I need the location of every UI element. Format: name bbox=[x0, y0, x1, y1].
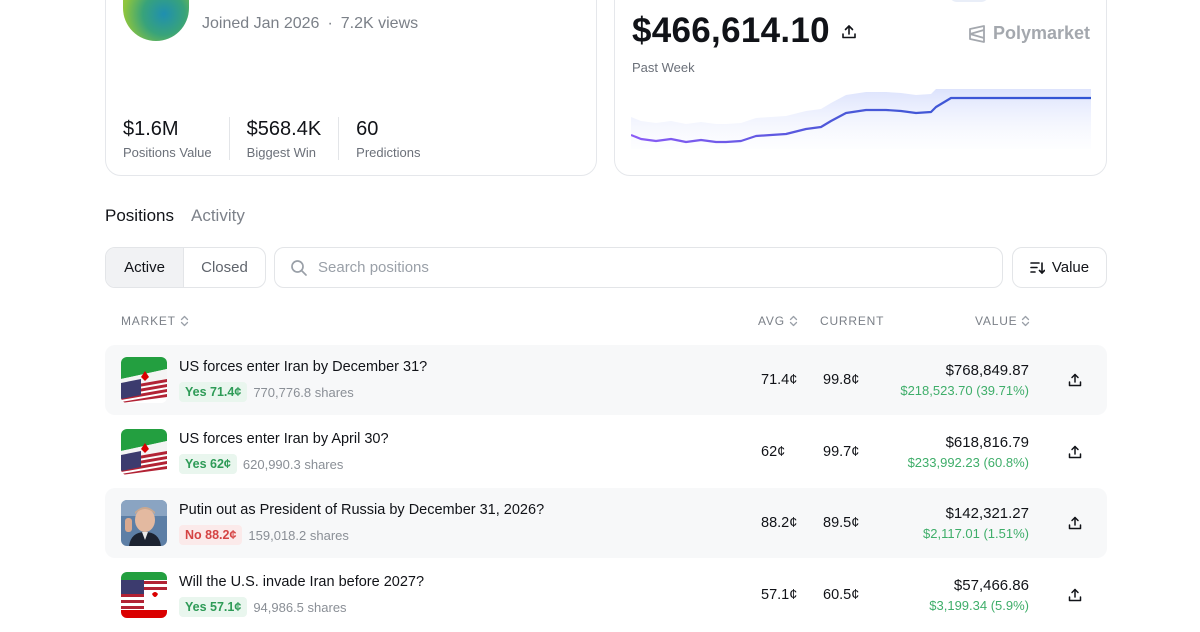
position-meta: No 88.2¢ 159,018.2 shares bbox=[179, 525, 349, 545]
stat-predictions: 60 Predictions bbox=[356, 117, 437, 160]
header-label: MARKET bbox=[121, 314, 176, 328]
market-title[interactable]: Will the U.S. invade Iran before 2027? bbox=[179, 574, 425, 590]
share-count: 770,776.8 shares bbox=[253, 384, 354, 400]
us-iran-flag-icon bbox=[121, 357, 167, 403]
avg-price: 57.1¢ bbox=[761, 587, 798, 603]
sort-label: Value bbox=[1051, 259, 1090, 276]
search-icon bbox=[291, 259, 307, 276]
sort-arrows-icon bbox=[180, 315, 188, 327]
position-meta: Yes 62¢ 620,990.3 shares bbox=[179, 454, 343, 474]
profile-card: Joined Jan 2026 · 7.2K views $1.6M Positio… bbox=[105, 0, 597, 176]
table-row[interactable]: US forces enter Iran by April 30? Yes 62… bbox=[105, 417, 1107, 487]
position-pnl: $218,523.70 (39.71%) bbox=[900, 383, 1029, 398]
status-toggle: Active Closed bbox=[105, 247, 266, 288]
position-value: $142,321.27 bbox=[945, 505, 1029, 522]
header-market[interactable]: MARKET bbox=[121, 314, 189, 328]
stat-biggest-win: $568.4K Biggest Win bbox=[247, 117, 340, 160]
position-pnl: $233,992.23 (60.8%) bbox=[907, 455, 1029, 470]
position-value: $768,849.87 bbox=[945, 362, 1029, 379]
header-value[interactable]: VALUE bbox=[975, 314, 1030, 328]
outcome-badge: No 88.2¢ bbox=[179, 525, 243, 545]
header-label: AVG bbox=[758, 314, 785, 328]
position-value: $618,816.79 bbox=[945, 434, 1029, 451]
polymarket-logo-icon bbox=[969, 24, 985, 43]
avg-price: 62¢ bbox=[761, 444, 786, 460]
share-icon[interactable] bbox=[1067, 587, 1083, 603]
share-icon[interactable] bbox=[1067, 444, 1083, 460]
table-row[interactable]: US forces enter Iran by December 31? Yes… bbox=[105, 345, 1107, 415]
position-meta: Yes 57.1¢ 94,986.5 shares bbox=[179, 597, 347, 617]
joined-date: Joined Jan 2026 bbox=[202, 15, 320, 32]
share-icon[interactable] bbox=[840, 23, 858, 41]
putin-photo-icon bbox=[121, 500, 167, 546]
avg-price: 88.2¢ bbox=[761, 515, 798, 531]
tab-activity[interactable]: Activity bbox=[190, 206, 245, 225]
table-row[interactable]: Will the U.S. invade Iran before 2027? Y… bbox=[105, 560, 1107, 630]
outcome-badge: Yes 57.1¢ bbox=[179, 597, 248, 617]
stat-value: 60 bbox=[356, 118, 379, 140]
share-icon[interactable] bbox=[1067, 515, 1083, 531]
closed-toggle-button[interactable]: Closed bbox=[201, 259, 248, 276]
share-count: 620,990.3 shares bbox=[242, 456, 344, 472]
stat-positions-value: $1.6M Positions Value bbox=[123, 117, 230, 160]
position-value: $57,466.86 bbox=[953, 577, 1029, 594]
position-pnl: $2,117.01 (1.51%) bbox=[923, 526, 1029, 541]
tab-bar: Positions Activity bbox=[105, 206, 245, 226]
pnl-period: Past Week bbox=[632, 60, 695, 75]
header-current: CURRENT bbox=[820, 314, 884, 328]
pnl-chart-line bbox=[631, 96, 1091, 144]
outcome-badge: Yes 71.4¢ bbox=[179, 382, 248, 402]
sort-arrows-icon bbox=[789, 315, 798, 327]
market-title[interactable]: Putin out as President of Russia by Dece… bbox=[179, 502, 545, 518]
share-count: 159,018.2 shares bbox=[248, 527, 349, 543]
view-count: 7.2K views bbox=[340, 15, 419, 32]
profile-stats: $1.6M Positions Value $568.4K Biggest Wi… bbox=[123, 117, 454, 160]
share-icon[interactable] bbox=[1067, 372, 1083, 388]
outcome-badge: Yes 62¢ bbox=[179, 454, 237, 474]
brand-name: Polymarket bbox=[992, 23, 1090, 43]
current-price: 99.8¢ bbox=[823, 372, 860, 388]
header-avg[interactable]: AVG bbox=[758, 314, 798, 328]
pnl-card: $466,614.10 Past Week Polymarket bbox=[614, 0, 1107, 176]
sort-icon bbox=[1030, 261, 1045, 274]
us-iran-flag-icon bbox=[121, 572, 167, 618]
avatar bbox=[123, 0, 189, 41]
sort-button[interactable]: Value bbox=[1012, 247, 1107, 288]
header-label: CURRENT bbox=[820, 314, 885, 328]
stat-label: Positions Value bbox=[123, 145, 212, 160]
search-input[interactable] bbox=[318, 259, 958, 276]
search-box bbox=[274, 247, 1003, 288]
profile-meta: Joined Jan 2026 · 7.2K views bbox=[202, 15, 419, 32]
stat-value: $1.6M bbox=[123, 118, 179, 140]
stat-label: Predictions bbox=[356, 145, 421, 160]
current-price: 60.5¢ bbox=[823, 587, 860, 603]
position-meta: Yes 71.4¢ 770,776.8 shares bbox=[179, 382, 354, 402]
sort-arrows-icon bbox=[1022, 315, 1030, 327]
pnl-amount: $466,614.10 bbox=[632, 11, 830, 50]
header-label: VALUE bbox=[975, 314, 1018, 328]
us-iran-flag-icon bbox=[121, 429, 167, 475]
brand-logo: Polymarket bbox=[967, 23, 1090, 44]
stat-value: $568.4K bbox=[246, 118, 322, 140]
position-pnl: $3,199.34 (5.9%) bbox=[929, 598, 1029, 613]
pnl-chart bbox=[631, 89, 1091, 149]
tab-positions[interactable]: Positions bbox=[105, 206, 174, 225]
share-count: 94,986.5 shares bbox=[253, 599, 347, 615]
market-title[interactable]: US forces enter Iran by December 31? bbox=[179, 359, 428, 375]
market-title[interactable]: US forces enter Iran by April 30? bbox=[179, 431, 389, 447]
active-toggle-button[interactable]: Active bbox=[106, 248, 184, 287]
table-row[interactable]: Putin out as President of Russia by Dece… bbox=[105, 488, 1107, 558]
stat-label: Biggest Win bbox=[246, 145, 317, 160]
timeframe-pill[interactable] bbox=[949, 0, 989, 2]
avg-price: 71.4¢ bbox=[761, 372, 798, 388]
pnl-chart-area bbox=[631, 89, 1091, 149]
current-price: 99.7¢ bbox=[823, 444, 860, 460]
current-price: 89.5¢ bbox=[823, 515, 860, 531]
